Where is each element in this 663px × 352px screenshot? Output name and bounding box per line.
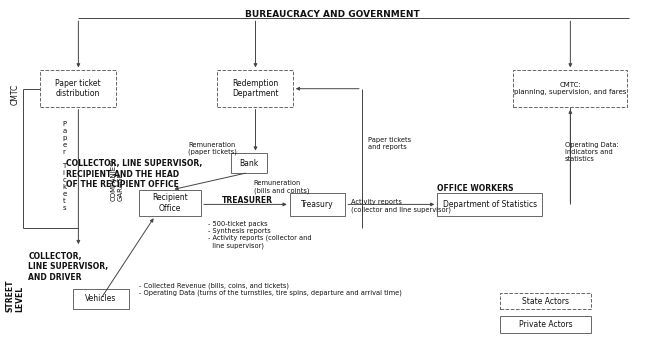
Text: - 500-ticket packs
- Synthesis reports
- Activity reports (collector and
  line : - 500-ticket packs - Synthesis reports -… <box>208 221 311 249</box>
Text: COLLECTOR,
LINE SUPERVISOR,
AND DRIVER: COLLECTOR, LINE SUPERVISOR, AND DRIVER <box>29 252 109 282</box>
Text: - Collected Revenue (bills, coins, and tickets)
- Operating Data (turns of the t: - Collected Revenue (bills, coins, and t… <box>139 282 402 296</box>
FancyBboxPatch shape <box>139 190 201 216</box>
Text: Recipient
Office: Recipient Office <box>152 193 188 213</box>
Text: Treasury: Treasury <box>301 200 333 209</box>
Text: Private Actors: Private Actors <box>518 320 572 329</box>
FancyBboxPatch shape <box>231 153 267 172</box>
FancyBboxPatch shape <box>40 70 116 107</box>
Text: TREASURER: TREASURER <box>222 196 273 206</box>
Text: Operating Data:
indicators and
statistics: Operating Data: indicators and statistic… <box>565 142 619 162</box>
Text: STREET
LEVEL: STREET LEVEL <box>5 279 25 312</box>
Text: CMTC: CMTC <box>10 84 19 105</box>
Text: Remuneration
(bills and coints): Remuneration (bills and coints) <box>253 180 309 194</box>
Text: Paper tickets
and reports: Paper tickets and reports <box>369 137 412 150</box>
Text: COMPANIES'
GARAGE: COMPANIES' GARAGE <box>111 158 123 201</box>
Text: Remuneration
(paper tickets): Remuneration (paper tickets) <box>188 142 237 155</box>
Text: Vehicles: Vehicles <box>86 295 117 303</box>
Text: OFFICE WORKERS: OFFICE WORKERS <box>437 184 514 193</box>
FancyBboxPatch shape <box>437 193 542 216</box>
Text: Paper ticket
distribution: Paper ticket distribution <box>55 79 101 98</box>
FancyBboxPatch shape <box>217 70 293 107</box>
Text: State Actors: State Actors <box>522 297 569 306</box>
Text: BUREAUCRACY AND GOVERNMENT: BUREAUCRACY AND GOVERNMENT <box>245 11 420 19</box>
FancyBboxPatch shape <box>499 293 591 309</box>
Text: CMTC:
planning, supervision, and fares: CMTC: planning, supervision, and fares <box>514 82 627 95</box>
FancyBboxPatch shape <box>290 193 345 216</box>
FancyBboxPatch shape <box>512 70 627 107</box>
FancyBboxPatch shape <box>499 316 591 333</box>
FancyBboxPatch shape <box>73 289 129 309</box>
Text: COLLECTOR, LINE SUPERVISOR,
RECIPIENT AND THE HEAD
OF THE RECIPIENT OFFICE: COLLECTOR, LINE SUPERVISOR, RECIPIENT AN… <box>66 159 202 189</box>
Text: Department of Statistics: Department of Statistics <box>443 200 537 209</box>
Text: Bank: Bank <box>239 158 258 168</box>
Text: Redemption
Department: Redemption Department <box>232 79 278 98</box>
Text: Activity reports
(collector and line supervisor): Activity reports (collector and line sup… <box>351 199 451 213</box>
Text: P
a
p
e
r

T
i
c
k
e
t
s: P a p e r T i c k e t s <box>62 121 67 210</box>
